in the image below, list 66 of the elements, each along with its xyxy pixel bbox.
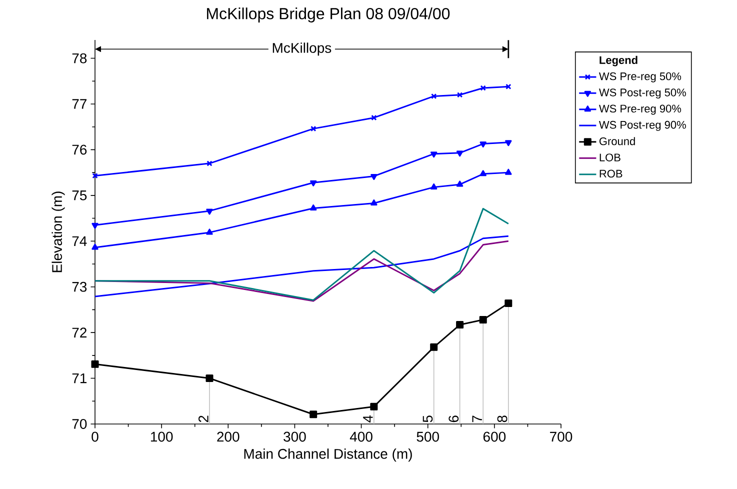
point [456, 150, 464, 157]
point [370, 174, 378, 180]
annotation: 8 [497, 416, 508, 422]
y-tick-label: 73 [72, 282, 87, 292]
point [456, 92, 463, 98]
x-tick-label: 600 [483, 432, 506, 442]
point [206, 228, 213, 235]
legend-label: LOB [600, 154, 620, 162]
point [91, 360, 99, 368]
legend-label: WS Pre-reg 50% [598, 72, 682, 82]
point [370, 402, 378, 410]
legend-label: WS Post-reg 90% [598, 120, 686, 131]
x-axis-title: Main Channel Distance (m) [244, 448, 412, 462]
annotation: 6 [448, 416, 459, 422]
annotation: 5 [422, 416, 433, 422]
point [504, 300, 512, 308]
annotation: 7 [472, 416, 482, 422]
y-tick-label: 76 [72, 144, 87, 155]
y-tick-label: 78 [72, 53, 87, 64]
point [92, 222, 98, 229]
y-tick-label: 77 [72, 99, 87, 109]
point [310, 204, 317, 210]
legend-label: WS Pre-reg 90% [598, 104, 682, 115]
point [310, 180, 317, 186]
y-axis-title: Elevation (m) [52, 192, 65, 272]
point [430, 93, 437, 100]
y-tick-label: 75 [72, 190, 87, 200]
legend-label: Ground [599, 137, 635, 146]
x-tick-label: 700 [550, 432, 572, 442]
y-tick-label: 74 [72, 236, 87, 246]
point [430, 183, 438, 190]
x-tick-label: 200 [217, 432, 240, 442]
point [370, 199, 378, 206]
point [310, 410, 318, 418]
legend-label: ROB [600, 170, 622, 178]
point [480, 142, 486, 148]
point [456, 321, 464, 329]
y-tick-label: 70 [72, 419, 87, 429]
x-tick-label: 0 [92, 432, 98, 442]
point [505, 140, 512, 146]
y-tick-label: 71 [72, 373, 87, 384]
annotation: 2 [198, 416, 208, 422]
point [480, 170, 486, 176]
point [206, 160, 212, 166]
annotation: McKillops [272, 42, 332, 56]
line-series [94, 208, 510, 301]
point [92, 244, 98, 250]
point [456, 180, 464, 187]
x-tick-label: 500 [416, 432, 439, 442]
point [310, 126, 316, 132]
point [206, 208, 213, 215]
legend-title: Legend [600, 56, 638, 66]
x-tick-label: 300 [284, 432, 306, 442]
point [206, 374, 214, 382]
point [371, 114, 377, 121]
point [430, 152, 438, 158]
point [479, 316, 487, 324]
x-tick-label: 400 [350, 432, 372, 442]
point [480, 85, 486, 91]
annotation: 4 [363, 415, 373, 422]
y-tick-label: 72 [72, 328, 87, 338]
x-tick-label: 100 [150, 432, 173, 442]
legend-label: WS Post-reg 50% [598, 88, 686, 99]
point [430, 343, 438, 351]
chart-title: McKillops Bridge Plan 08 09/04/00 [207, 8, 450, 22]
point [505, 168, 512, 175]
